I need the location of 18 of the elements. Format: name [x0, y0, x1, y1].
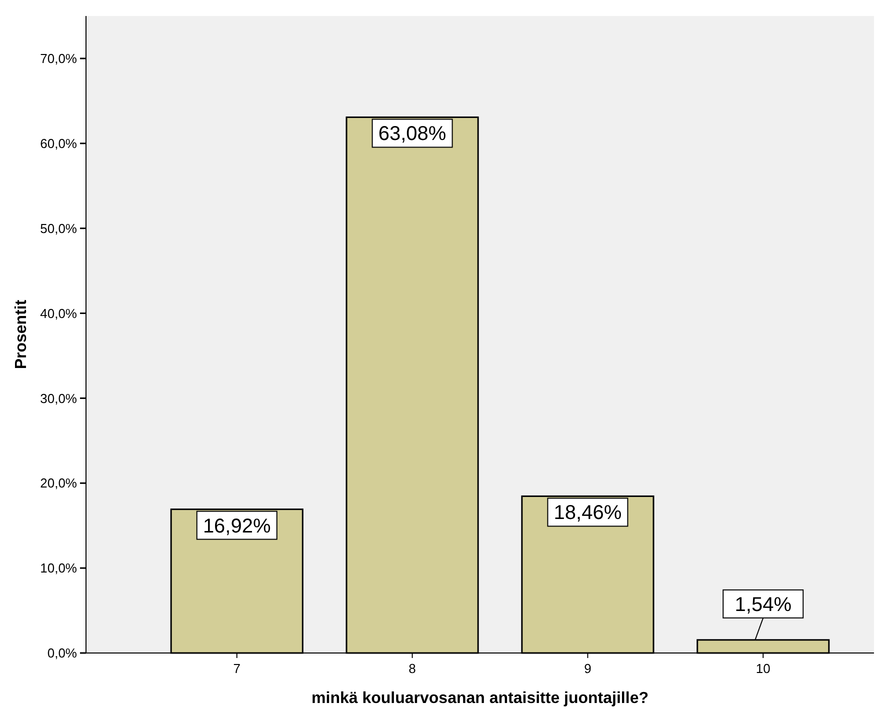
x-axis-title: minkä kouluarvosanan antaisitte juontajille?	[312, 690, 648, 707]
data-label: 16,92%	[202, 515, 271, 538]
y-tick-label: 60,0%	[40, 136, 78, 151]
y-tick-label: 30,0%	[40, 390, 78, 406]
y-tick-label: 10,0%	[40, 560, 78, 576]
x-tick-label: 8	[408, 661, 416, 676]
data-label: 18,46%	[554, 502, 622, 524]
y-tick-label: 70,0%	[40, 51, 78, 66]
x-tick-label: 9	[584, 661, 592, 676]
data-label: 63,08%	[378, 123, 446, 146]
data-label: 1,54%	[734, 594, 792, 616]
y-tick-label: 40,0%	[40, 306, 78, 321]
y-tick-label: 20,0%	[40, 476, 78, 491]
y-tick-label: 0,0%	[47, 646, 78, 661]
y-axis-title: Prosentit	[13, 299, 30, 370]
x-tick-label: 7	[233, 661, 240, 676]
y-tick-label: 50,0%	[40, 220, 78, 236]
x-tick-label: 10	[756, 661, 770, 676]
